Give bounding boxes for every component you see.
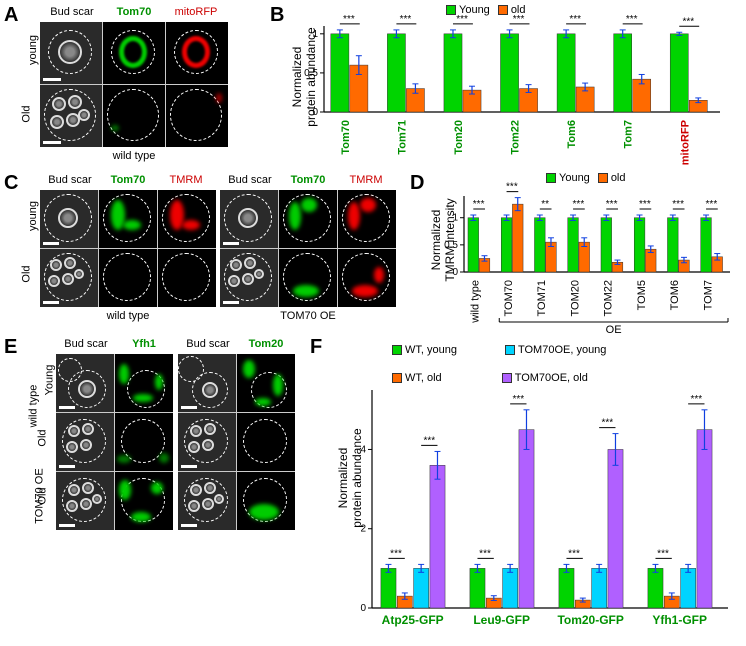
panel-a-label: A [4,4,18,27]
svg-text:***: *** [506,182,518,193]
svg-text:***: *** [682,16,694,27]
svg-text:Tom6: Tom6 [566,120,578,149]
a-young-tom70 [103,22,165,84]
svg-text:***: *** [639,199,651,210]
svg-text:***: *** [573,199,585,210]
svg-text:TOM5: TOM5 [636,280,648,310]
svg-text:***: *** [657,548,669,559]
d-svg: 00.51wild type***TOM70***TOM71**TOM20***… [436,178,736,334]
f-ylabel: Normalized protein abundance [336,418,364,538]
svg-text:TOM70: TOM70 [503,280,515,316]
svg-text:0: 0 [360,603,366,614]
panel-f-chart: Normalized protein abundance WT, young T… [342,344,736,634]
svg-text:Tom22: Tom22 [510,120,522,155]
a-young-budscar [40,22,102,84]
panel-a-micrographs [40,22,228,147]
a-old-tom70 [103,85,165,147]
a-under: wild type [40,150,228,162]
panel-e-left [56,354,173,530]
svg-text:Tom70: Tom70 [340,120,352,155]
svg-text:Tom7: Tom7 [623,120,635,149]
svg-text:TOM22: TOM22 [603,280,615,316]
svg-text:***: *** [690,394,702,405]
svg-text:Tom20: Tom20 [453,120,465,155]
svg-text:Tom20-GFP: Tom20-GFP [557,613,623,627]
svg-text:***: *** [512,394,524,405]
panel-e-label: E [4,336,17,359]
svg-text:***: *** [343,14,355,25]
header-tom70: Tom70 [104,6,164,18]
svg-text:***: *** [601,418,613,429]
header-mitorfp: mitoRFP [166,6,226,18]
a-old-budscar [40,85,102,147]
b-ylabel: Normalized protein abundance [290,17,318,137]
f-legend: WT, young TOM70OE, young WT, old TOM70OE… [392,344,732,384]
svg-text:***: *** [706,199,718,210]
svg-text:***: *** [479,548,491,559]
d-legend: Young old [546,172,626,184]
svg-text:***: *** [568,548,580,559]
panel-e-right [178,354,295,530]
svg-text:**: ** [541,199,549,210]
b-legend-young-swatch [446,5,456,15]
svg-text:mitoRFP: mitoRFP [679,120,691,165]
svg-text:***: *** [423,435,435,446]
panel-d-chart: Normalized TMRM intensity Young old 00.5… [436,178,736,334]
svg-text:TOM71: TOM71 [536,280,548,316]
b-svg: 00.51Tom70***Tom71***Tom20***Tom22***Tom… [296,8,726,168]
panel-c-label: C [4,172,18,195]
a-young-mitorfp [166,22,228,84]
b-legend: Young old [446,4,526,16]
svg-text:Tom71: Tom71 [396,120,408,155]
panel-b-label: B [270,4,284,27]
svg-text:***: *** [400,14,412,25]
a-row-old: Old [21,105,33,122]
svg-text:Leu9-GFP: Leu9-GFP [473,613,530,627]
b-legend-old-swatch [498,5,508,15]
svg-text:***: *** [626,14,638,25]
svg-text:***: *** [390,548,402,559]
svg-text:***: *** [672,199,684,210]
svg-text:OE: OE [606,324,622,334]
f-svg: 024******Atp25-GFP******Leu9-GFP******To… [342,344,736,634]
a-row-young: young [27,35,39,65]
svg-text:***: *** [569,14,581,25]
panel-f-label: F [310,336,322,359]
svg-text:TOM20: TOM20 [569,280,581,316]
svg-text:TOM7: TOM7 [702,280,714,310]
svg-text:***: *** [606,199,618,210]
svg-text:wild type: wild type [470,280,482,324]
panel-b-chart: Normalized protein abundance Young old 0… [296,8,726,168]
d-ylabel: Normalized TMRM intensity [429,185,457,295]
svg-text:TOM6: TOM6 [669,280,681,310]
panel-c-left [40,190,216,307]
svg-text:Atp25-GFP: Atp25-GFP [382,613,444,627]
svg-text:Yfh1-GFP: Yfh1-GFP [652,613,707,627]
panel-c-right [220,190,396,307]
panel-d-label: D [410,172,424,195]
header-budscar: Bud scar [42,6,102,18]
svg-text:***: *** [473,199,485,210]
a-old-mitorfp [166,85,228,147]
